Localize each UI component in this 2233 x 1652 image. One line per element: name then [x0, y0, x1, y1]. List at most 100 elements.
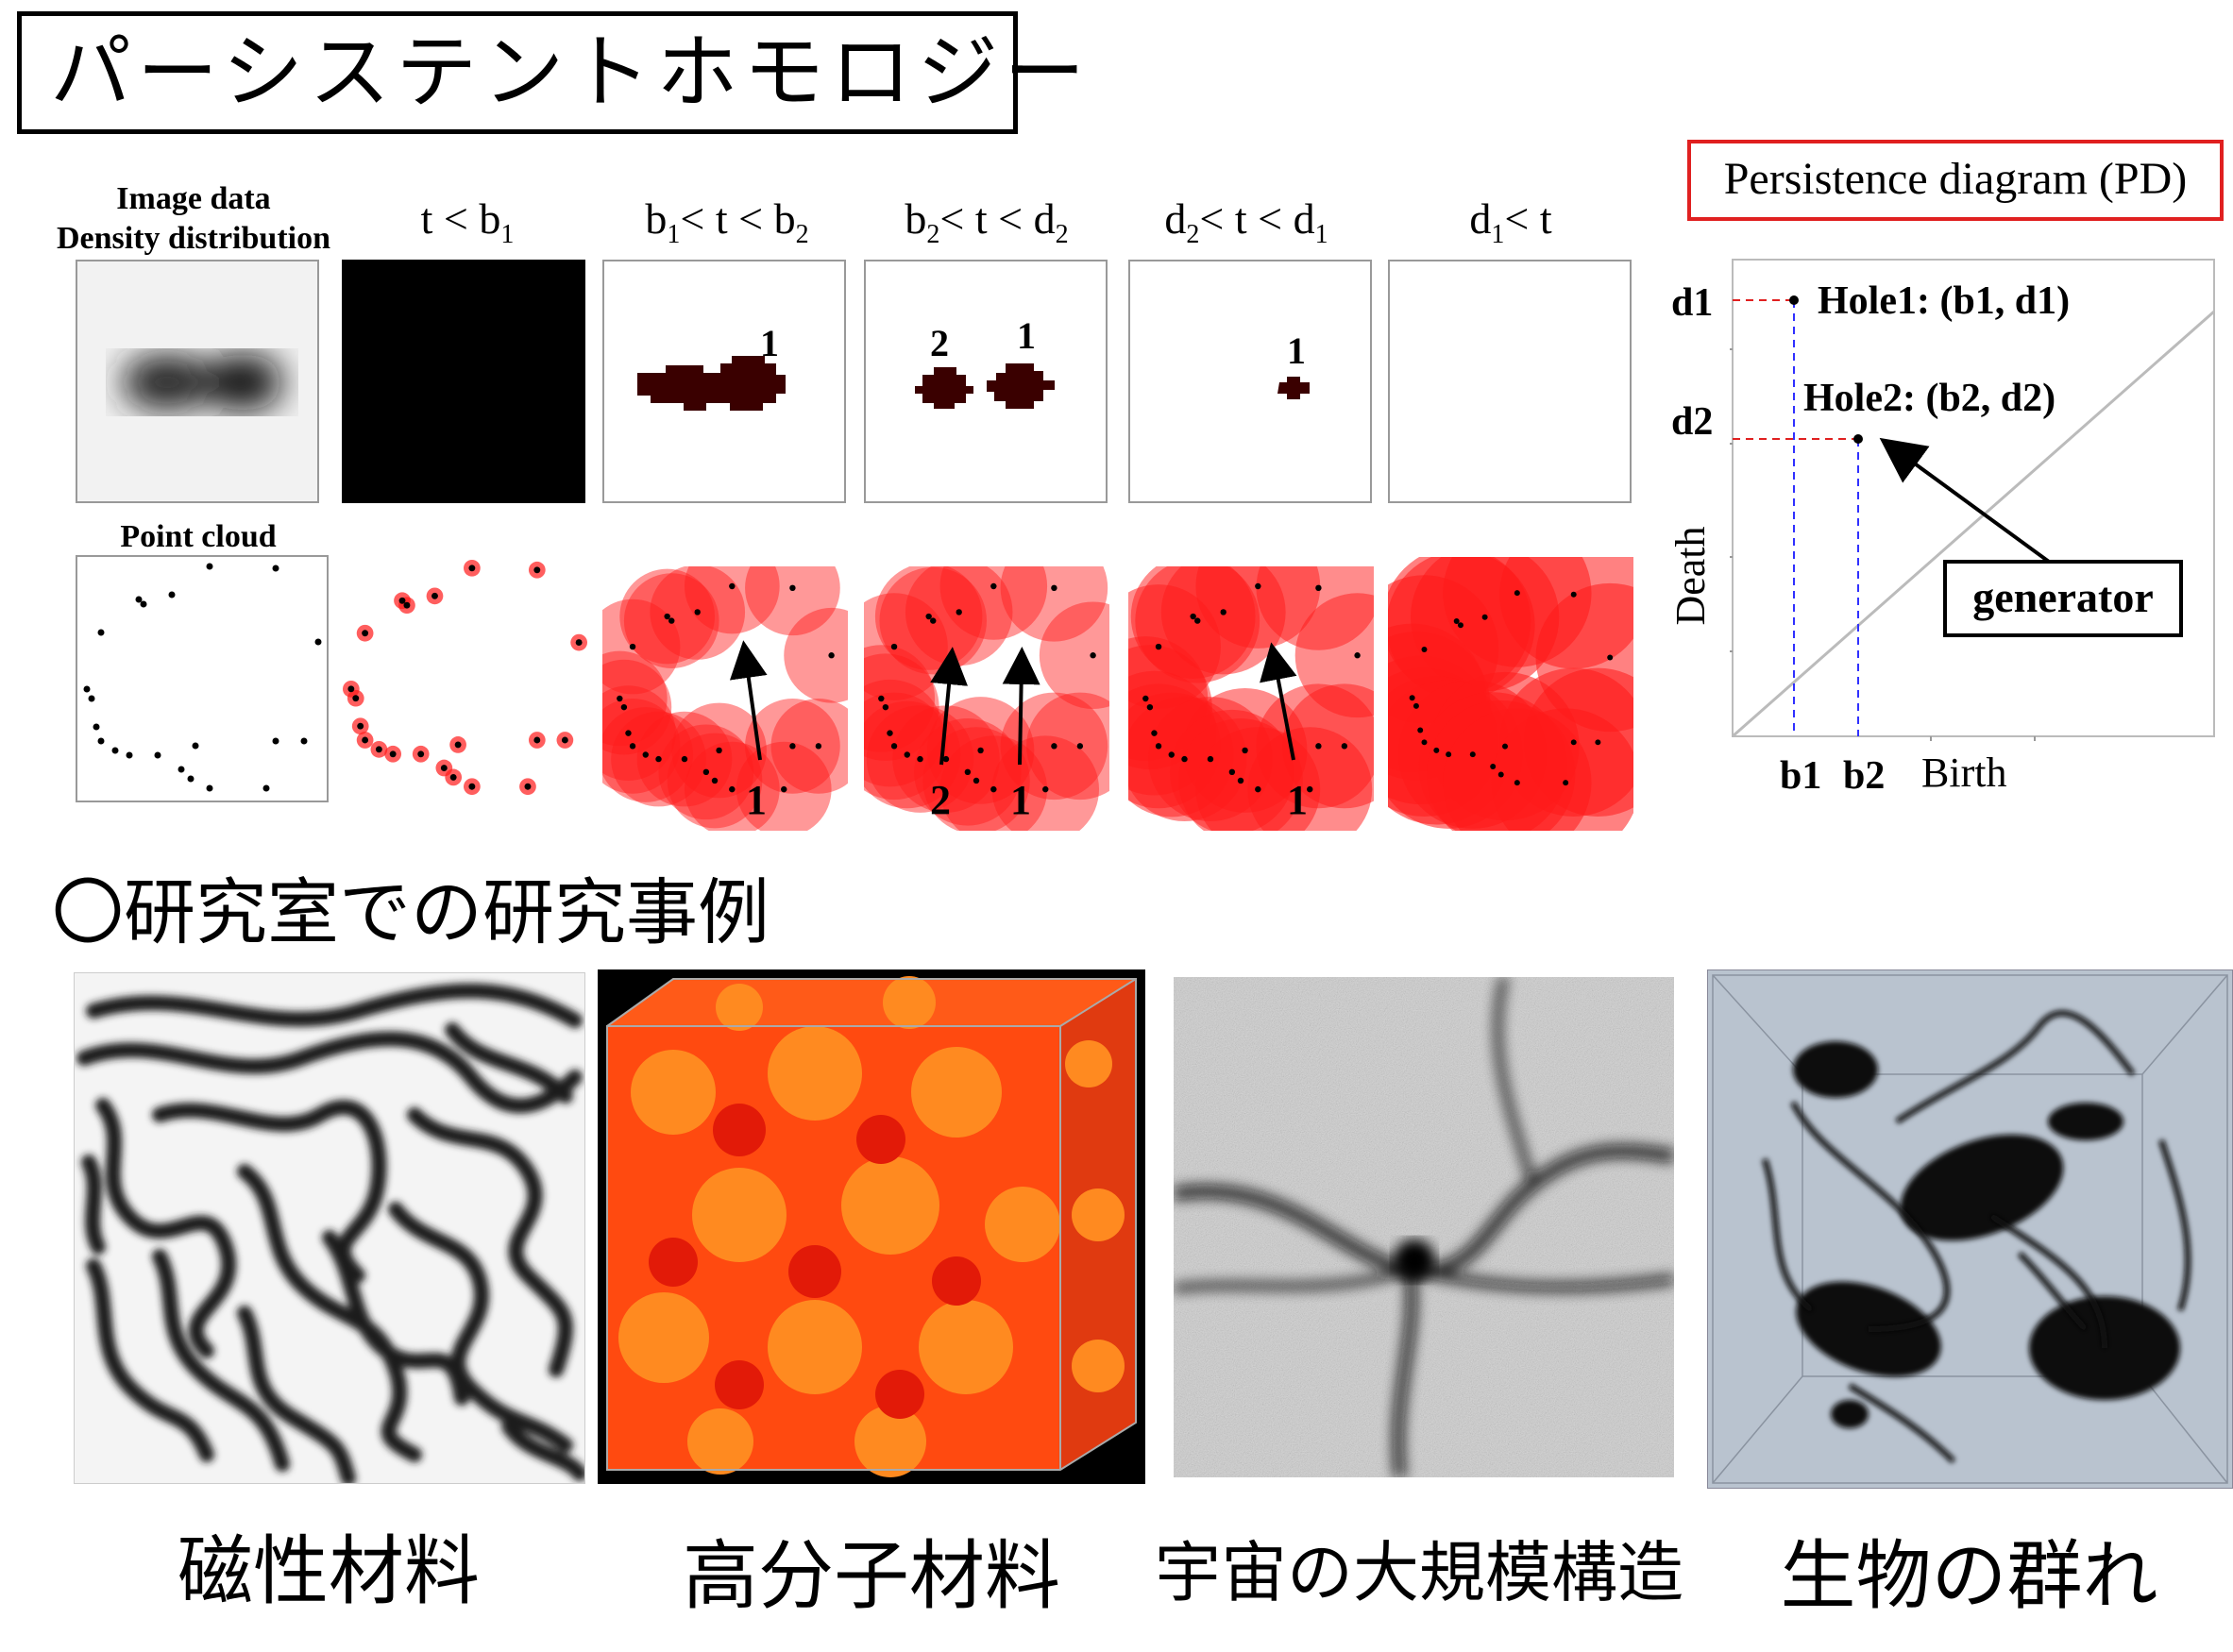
cloud-point	[990, 582, 997, 590]
cloud-point	[729, 582, 736, 590]
cloud-label-col3: 1	[746, 777, 767, 823]
col-header-5: d1< t	[1388, 194, 1633, 250]
cloud-point	[1190, 613, 1196, 620]
cloud-point	[977, 747, 984, 754]
cloud-point	[1413, 702, 1419, 709]
cloud-point	[1242, 747, 1248, 754]
cloud-point	[561, 736, 568, 744]
cloud-point	[702, 768, 710, 776]
cloud-point	[314, 638, 322, 646]
cloud-point	[956, 609, 962, 615]
col-header-3-sub: 2	[926, 220, 940, 250]
cloud-point	[417, 750, 425, 758]
cloud-point	[398, 597, 406, 604]
threshold-image-1	[342, 260, 585, 503]
cloud-point	[533, 566, 541, 574]
cloud-point	[815, 743, 822, 750]
page-title: パーシステントホモロジー	[17, 11, 1085, 134]
col-header-3: b2< t < d2	[864, 194, 1109, 250]
cloud-point	[97, 737, 105, 745]
cloud-point	[135, 596, 143, 603]
cloud-point	[1151, 730, 1158, 736]
pd-xlabel: Birth	[1921, 750, 2006, 796]
cloud-point	[1168, 751, 1175, 758]
cloud-point	[917, 755, 923, 763]
cloud-point	[1514, 590, 1520, 597]
col-header-2-sub: 1	[667, 220, 681, 250]
threshold-image-3: 2 1	[864, 260, 1108, 503]
cloud-point	[625, 730, 632, 736]
pd-point-hole2	[1853, 434, 1863, 444]
cloud-point	[664, 613, 670, 620]
col-header-4-sub: 2	[1186, 220, 1200, 250]
pd-label-hole1: Hole1: (b1, d1)	[1818, 279, 2070, 323]
cloud-point	[878, 695, 885, 702]
cloud-point	[973, 777, 980, 784]
cloud-point	[1142, 695, 1149, 702]
cloud-point	[1255, 785, 1261, 793]
cloud-point	[925, 613, 932, 620]
cloud-point	[1433, 747, 1440, 753]
cloud-point	[454, 741, 462, 749]
pd-ylabel: Death	[1667, 526, 1714, 625]
cloud-point	[111, 747, 119, 754]
col-header-2-a: b	[645, 194, 668, 243]
cloud-point	[1421, 646, 1428, 652]
magnetic-material-image	[74, 972, 585, 1484]
row1-label-line1: Image data	[116, 181, 271, 216]
cloud-point	[1490, 763, 1497, 769]
cloud-point	[206, 563, 213, 570]
cloud-point	[347, 685, 355, 693]
cloud-point	[729, 785, 736, 793]
cloud-point	[126, 751, 133, 759]
col-header-5-a: d	[1469, 194, 1492, 243]
col-header-4: d2< t < d1	[1124, 194, 1369, 250]
cloud-point	[1421, 739, 1428, 746]
cloud-point	[1453, 618, 1460, 625]
cloud-point	[681, 755, 688, 763]
cloud-point	[272, 737, 279, 745]
cloud-point	[1417, 727, 1424, 733]
cloud-point	[887, 730, 893, 736]
col-header-3-b: < t < d	[939, 194, 1056, 243]
cloud-point	[1220, 609, 1226, 615]
col-header-1-sub: 1	[500, 220, 515, 250]
point-cloud-balls-5	[1337, 518, 1684, 857]
cloud-point	[942, 755, 950, 763]
biological-swarm-image	[1707, 969, 2233, 1489]
row1-label-line2: Density distribution	[57, 221, 330, 256]
pd-tick-b2: b2	[1843, 754, 1885, 798]
cloud-point	[93, 723, 100, 731]
cloud-point	[168, 591, 176, 598]
cloud-point	[1570, 591, 1577, 598]
cloud-point	[655, 755, 662, 763]
cloud-point	[1090, 652, 1096, 659]
cloud-point	[300, 737, 308, 745]
pd-label-hole2: Hole2: (b2, d2)	[1803, 377, 2055, 420]
cloud-point	[1237, 777, 1244, 784]
cloud-point	[440, 765, 448, 771]
cloud-point	[1076, 743, 1084, 750]
cloud-point	[1146, 703, 1154, 711]
caption-swarm: 生物の群れ	[1780, 1532, 2158, 1620]
cloud-point	[352, 695, 360, 702]
col-header-5-sub: 1	[1491, 220, 1505, 250]
threshold-image-4: 1	[1128, 260, 1372, 503]
col-header-2: b1< t < b2	[604, 194, 850, 250]
cloud-point	[882, 703, 889, 711]
col-header-1-text: t < b	[420, 194, 501, 243]
cloud-point	[362, 736, 369, 744]
cloud-point	[1595, 739, 1601, 746]
cloud-point	[1181, 755, 1188, 763]
cloud-point	[192, 742, 199, 750]
section-heading: 〇研究室での研究事例	[52, 870, 770, 954]
cloud-point	[1307, 785, 1313, 793]
pd-tick-d2: d2	[1671, 400, 1713, 444]
cloud-label-col5: 1	[1287, 777, 1308, 823]
cloud-point	[694, 609, 701, 615]
cloud-point	[389, 750, 397, 758]
cloud-point	[1255, 582, 1261, 590]
polymer-material-image	[598, 969, 1145, 1484]
row2-label: Point cloud	[120, 519, 277, 554]
cloud-point	[1228, 768, 1236, 776]
